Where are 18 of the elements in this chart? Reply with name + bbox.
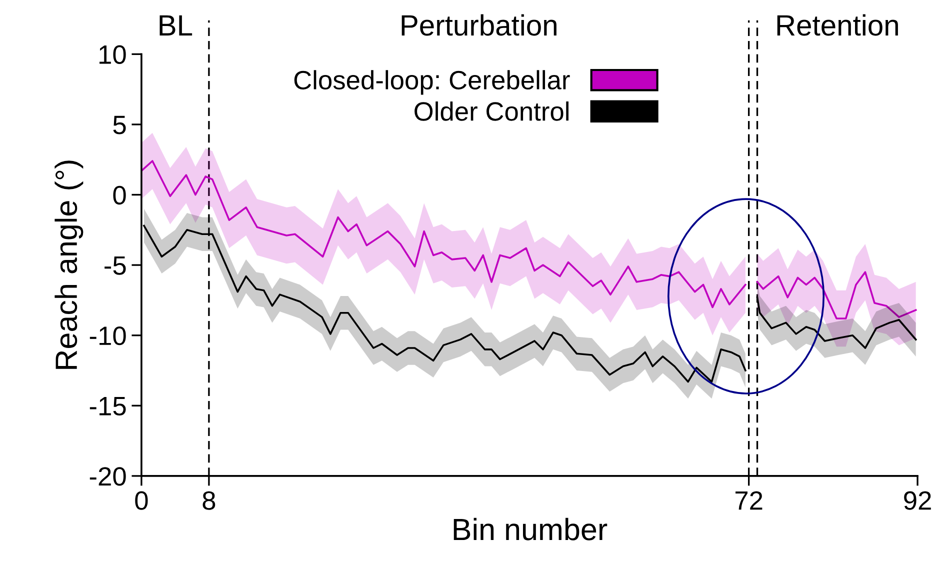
text: Retention: [777, 14, 898, 36]
y-tick-label: 10: [100, 45, 126, 64]
x-tick-label: 8: [202, 491, 216, 510]
y-tick-label: 5: [113, 116, 126, 134]
y-tick-label: -10: [90, 326, 126, 346]
x-tick-label: 72: [736, 491, 762, 510]
y-tick-label: -15: [90, 397, 126, 416]
y-axis-title: Reach angle (°): [54, 160, 84, 369]
legend-label: Closed-loop: Cerebellar: [294, 70, 570, 95]
y-tick-label: -5: [104, 256, 126, 275]
y-tick-label: 0: [113, 186, 126, 205]
x-axis-title: Bin number: [454, 518, 608, 540]
legend-label: Older Control: [414, 101, 568, 121]
x-tick-label: 0: [135, 491, 148, 510]
text: BL: [160, 15, 192, 36]
y-tick-label: -20: [90, 467, 126, 486]
text: Perturbation: [402, 14, 556, 36]
x-tick-label: 92: [904, 491, 931, 510]
